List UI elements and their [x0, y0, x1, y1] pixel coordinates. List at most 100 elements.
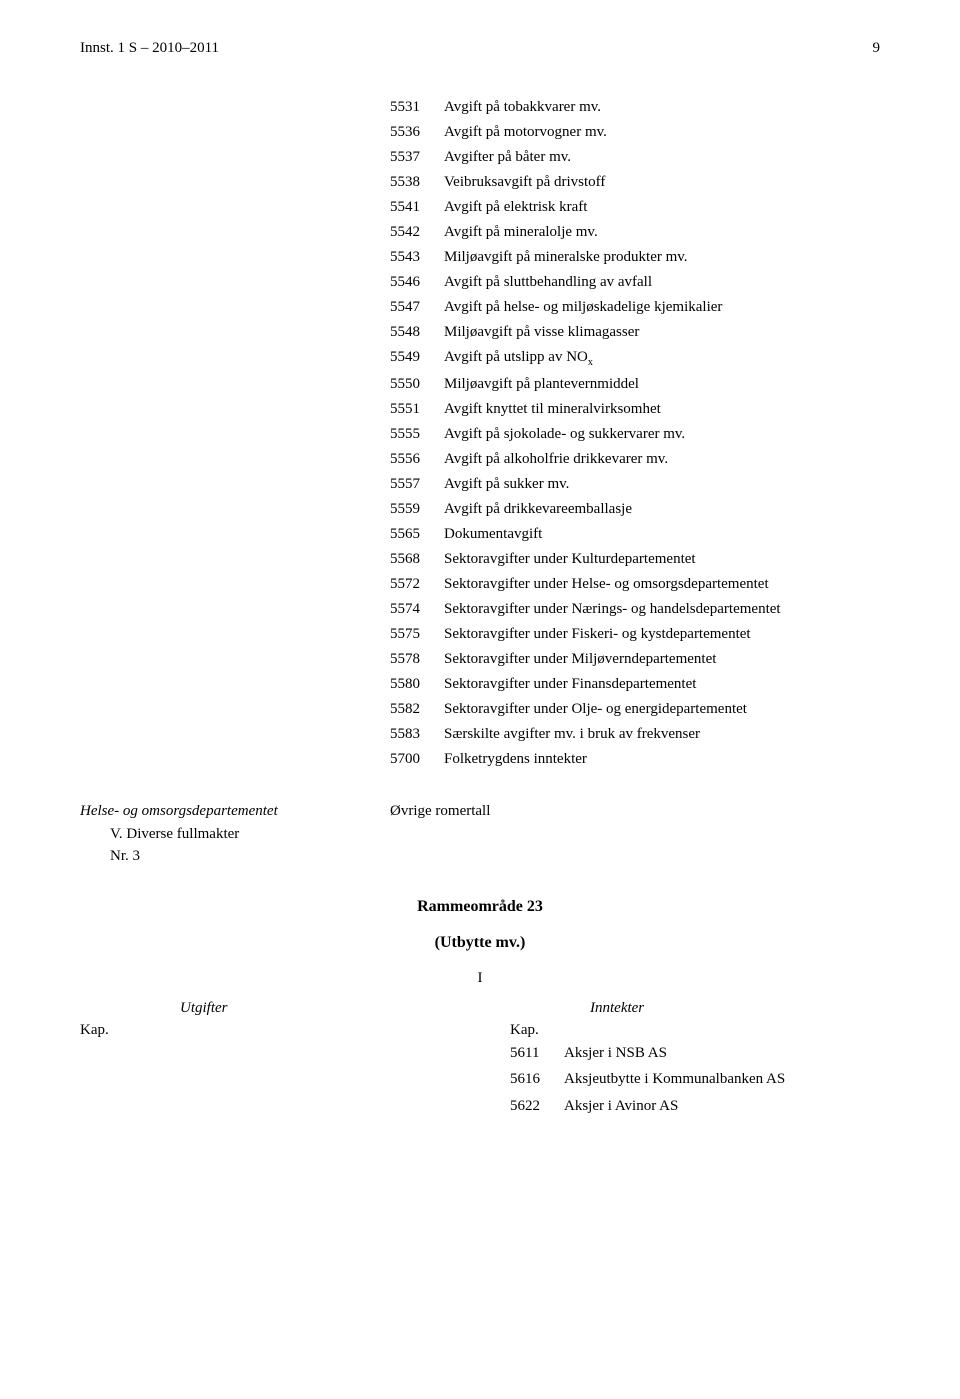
item-text: Særskilte avgifter mv. i bruk av frekven… [444, 724, 880, 745]
item-text: Avgift på mineralolje mv. [444, 222, 880, 243]
item-number: 5547 [390, 297, 444, 318]
inntekter-row: 5622Aksjer i Avinor AS [510, 1095, 880, 1118]
item-number: 5580 [390, 674, 444, 695]
row-number: 5611 [510, 1042, 564, 1065]
diverse-fullmakter: V. Diverse fullmakter [80, 823, 390, 846]
list-item: 5583Særskilte avgifter mv. i bruk av fre… [390, 724, 880, 745]
list-item: 5574Sektoravgifter under Nærings- og han… [390, 599, 880, 620]
item-number: 5536 [390, 122, 444, 143]
list-item: 5536Avgift på motorvogner mv. [390, 122, 880, 143]
item-number: 5700 [390, 749, 444, 770]
list-item: 5551Avgift knyttet til mineralvirksomhet [390, 399, 880, 420]
header-doc-title: Innst. 1 S – 2010–2011 [80, 40, 219, 57]
item-text: Dokumentavgift [444, 524, 880, 545]
department-name: Helse- og omsorgsdepartementet [80, 800, 390, 823]
row-text: Aksjer i NSB AS [564, 1042, 880, 1065]
item-number: 5537 [390, 147, 444, 168]
item-text: Folketrygdens inntekter [444, 749, 880, 770]
list-item: 5575Sektoravgifter under Fiskeri- og kys… [390, 624, 880, 645]
item-text: Sektoravgifter under Olje- og energidepa… [444, 699, 880, 720]
item-number: 5550 [390, 374, 444, 395]
item-text: Sektoravgifter under Nærings- og handels… [444, 599, 880, 620]
list-item: 5548Miljøavgift på visse klimagasser [390, 322, 880, 343]
row-number: 5622 [510, 1095, 564, 1118]
item-text: Miljøavgift på plantevernmiddel [444, 374, 880, 395]
list-item: 5546Avgift på sluttbehandling av avfall [390, 272, 880, 293]
item-number: 5543 [390, 247, 444, 268]
item-number: 5582 [390, 699, 444, 720]
item-text: Sektoravgifter under Helse- og omsorgsde… [444, 574, 880, 595]
item-number: 5538 [390, 172, 444, 193]
row-text: Aksjer i Avinor AS [564, 1095, 880, 1118]
inntekter-row: 5611Aksjer i NSB AS [510, 1042, 880, 1065]
row-text: Aksjeutbytte i Kommunalbanken AS [564, 1068, 880, 1091]
list-item: 5537Avgifter på båter mv. [390, 147, 880, 168]
item-number: 5578 [390, 649, 444, 670]
list-item: 5555Avgift på sjokolade- og sukkervarer … [390, 424, 880, 445]
utgifter-header: Utgifter [80, 997, 390, 1020]
item-number: 5583 [390, 724, 444, 745]
item-text: Avgift på drikkevareemballasje [444, 499, 880, 520]
item-text: Avgift på sukker mv. [444, 474, 880, 495]
list-item: 5559Avgift på drikkevareemballasje [390, 499, 880, 520]
list-item: 5700Folketrygdens inntekter [390, 749, 880, 770]
item-text: Avgift på alkoholfrie drikkevarer mv. [444, 449, 880, 470]
item-number: 5568 [390, 549, 444, 570]
item-text: Sektoravgifter under Fiskeri- og kystdep… [444, 624, 880, 645]
ramme-title: Rammeområde 23 [80, 898, 880, 916]
list-item: 5582Sektoravgifter under Olje- og energi… [390, 699, 880, 720]
item-text: Sektoravgifter under Finansdepartementet [444, 674, 880, 695]
item-number: 5557 [390, 474, 444, 495]
list-item: 5538Veibruksavgift på drivstoff [390, 172, 880, 193]
list-item: 5580Sektoravgifter under Finansdeparteme… [390, 674, 880, 695]
item-number: 5542 [390, 222, 444, 243]
list-item: 5565Dokumentavgift [390, 524, 880, 545]
romertall-section: Helse- og omsorgsdepartementet V. Divers… [80, 800, 880, 868]
utgifter-inntekter-row: Utgifter Kap. Inntekter Kap. 5611Aksjer … [80, 997, 880, 1122]
list-item: 5550Miljøavgift på plantevernmiddel [390, 374, 880, 395]
item-number: 5555 [390, 424, 444, 445]
item-number: 5551 [390, 399, 444, 420]
ramme-subtitle: (Utbytte mv.) [80, 934, 880, 952]
item-number: 5548 [390, 322, 444, 343]
list-item: 5547Avgift på helse- og miljøskadelige k… [390, 297, 880, 318]
kap-right: Kap. [510, 1019, 880, 1042]
utgifter-col: Utgifter Kap. [80, 997, 390, 1122]
item-text: Avgift på sjokolade- og sukkervarer mv. [444, 424, 880, 445]
item-number: 5575 [390, 624, 444, 645]
item-number: 5546 [390, 272, 444, 293]
list-item: 5568Sektoravgifter under Kulturdeparteme… [390, 549, 880, 570]
inntekter-rows: 5611Aksjer i NSB AS5616Aksjeutbytte i Ko… [510, 1042, 880, 1118]
item-number: 5556 [390, 449, 444, 470]
item-number: 5565 [390, 524, 444, 545]
item-number: 5541 [390, 197, 444, 218]
item-number: 5531 [390, 97, 444, 118]
item-text: Avgift på motorvogner mv. [444, 122, 880, 143]
list-item: 5541Avgift på elektrisk kraft [390, 197, 880, 218]
item-number: 5559 [390, 499, 444, 520]
list-item: 5557Avgift på sukker mv. [390, 474, 880, 495]
item-text: Miljøavgift på mineralske produkter mv. [444, 247, 880, 268]
list-item: 5556Avgift på alkoholfrie drikkevarer mv… [390, 449, 880, 470]
item-text: Avgift på sluttbehandling av avfall [444, 272, 880, 293]
item-text: Avgift på tobakkvarer mv. [444, 97, 880, 118]
item-number: 5572 [390, 574, 444, 595]
item-text: Sektoravgifter under Kulturdepartementet [444, 549, 880, 570]
roman-numeral: I [80, 970, 880, 987]
item-text: Avgift på elektrisk kraft [444, 197, 880, 218]
page-header: Innst. 1 S – 2010–2011 9 [80, 40, 880, 57]
item-number: 5549 [390, 347, 444, 368]
section-left: Helse- og omsorgsdepartementet V. Divers… [80, 800, 390, 868]
list-item: 5531Avgift på tobakkvarer mv. [390, 97, 880, 118]
item-text: Sektoravgifter under Miljøverndepartemen… [444, 649, 880, 670]
list-item: 5549Avgift på utslipp av NOx [390, 347, 880, 370]
inntekter-col: Inntekter Kap. 5611Aksjer i NSB AS5616Ak… [390, 997, 880, 1122]
nr-3: Nr. 3 [80, 845, 390, 868]
list-item: 5543Miljøavgift på mineralske produkter … [390, 247, 880, 268]
item-text: Avgift på utslipp av NOx [444, 347, 880, 370]
avgift-list: 5531Avgift på tobakkvarer mv.5536Avgift … [390, 97, 880, 770]
ovrige-romertall: Øvrige romertall [390, 800, 880, 868]
item-text: Miljøavgift på visse klimagasser [444, 322, 880, 343]
item-number: 5574 [390, 599, 444, 620]
page-number: 9 [873, 40, 881, 57]
